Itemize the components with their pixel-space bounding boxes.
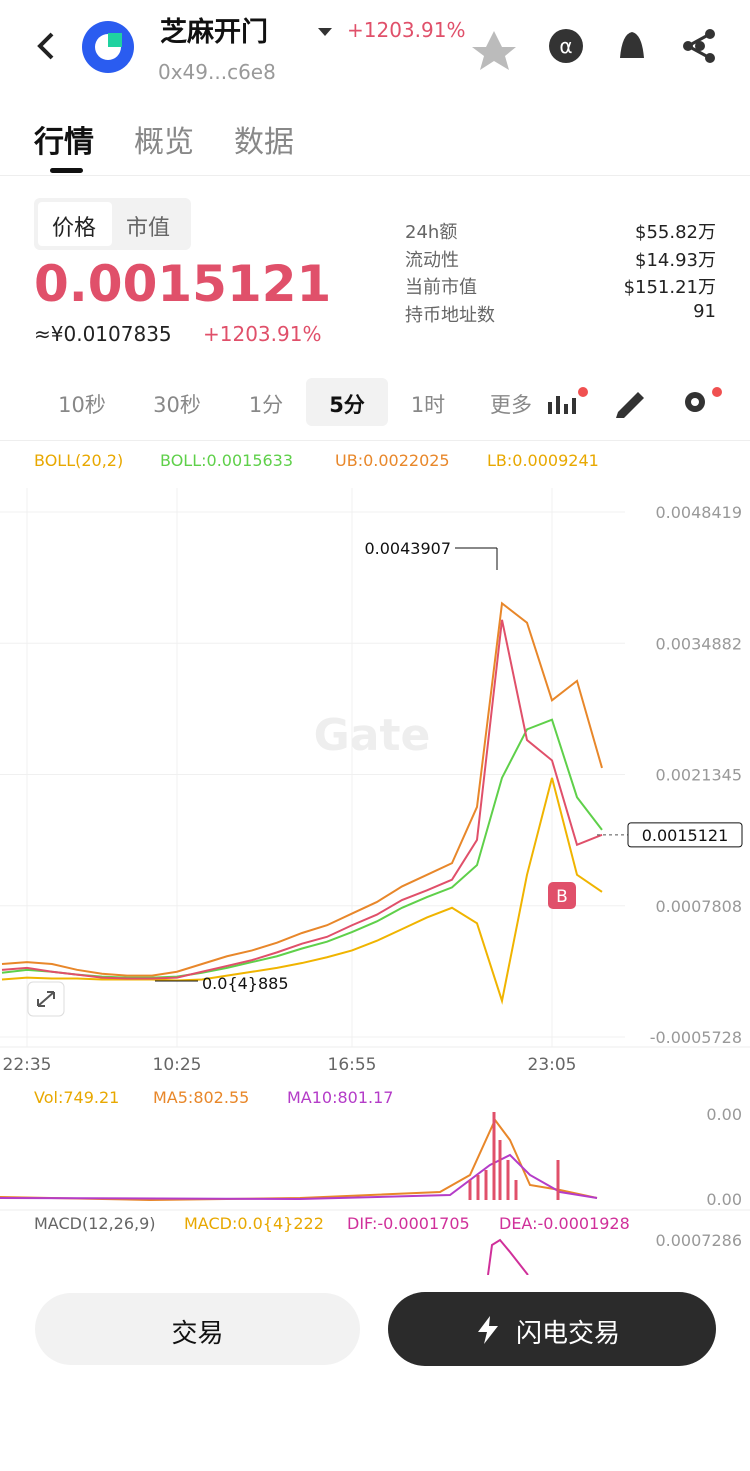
stat-label: 持币地址数 (405, 304, 495, 326)
interval[interactable]: 5分 (329, 393, 365, 417)
toolbar-icons (548, 387, 722, 418)
legend-item: Vol:749.21 (34, 1088, 120, 1107)
x-tick-label: 23:05 (528, 1055, 577, 1075)
interval[interactable]: 更多 (490, 393, 532, 417)
macd-line (487, 1238, 529, 1275)
volume-tick: 0.00 (706, 1105, 742, 1124)
interval-active-bg (306, 378, 388, 426)
header-icons: α (37, 21, 715, 73)
legend-item: MA5:802.55 (153, 1088, 250, 1107)
y-tick-label: 0.0007808 (655, 897, 742, 916)
x-tick-label: 22:35 (3, 1055, 52, 1075)
watermark: Gate (314, 710, 431, 761)
address[interactable]: 0x49...c6e8 (158, 60, 276, 84)
alpha-icon[interactable] (549, 29, 583, 63)
y-tick-label: 0.0021345 (655, 766, 742, 785)
star-icon[interactable] (472, 31, 516, 70)
tab-indicator (50, 168, 83, 173)
stat-value: $14.93万 (635, 249, 716, 271)
legend-item: DIF:-0.0001705 (347, 1214, 470, 1233)
annotation: 0.0015121 (642, 826, 729, 845)
interval[interactable]: 1分 (248, 393, 284, 417)
series-line (1, 601, 603, 977)
divider (0, 175, 750, 176)
tab[interactable]: 概览 (134, 125, 194, 160)
y-tick-label: 0.0034882 (655, 634, 742, 653)
stat-label: 24h额 (405, 222, 458, 243)
price-cny: ≈¥0.0107835 (34, 322, 172, 346)
toggle-option[interactable]: 市值 (126, 216, 171, 241)
x-tick-label: 10:25 (153, 1055, 202, 1075)
legend-item: MACD:0.0{4}222 (184, 1214, 324, 1233)
stat-label: 流动性 (405, 249, 459, 271)
legend-item: MACD(12,26,9) (34, 1214, 156, 1233)
button-label: 交易 (171, 1319, 224, 1349)
draw-icon[interactable] (616, 392, 644, 418)
token-title: 芝麻开门 (160, 17, 268, 48)
stat-value: 91 (693, 300, 716, 322)
trade-button[interactable] (35, 1293, 360, 1365)
flash-trade-button[interactable] (388, 1292, 716, 1366)
annotation: 0.0043907 (364, 539, 451, 558)
interval[interactable]: 10秒 (58, 393, 106, 417)
tab[interactable]: 数据 (234, 125, 294, 160)
series-line (1, 619, 603, 980)
button-label: 闪电交易 (516, 1319, 621, 1349)
stat-label: 当前市值 (405, 277, 477, 298)
stat-value: $55.82万 (635, 222, 716, 243)
annotation: B (556, 887, 568, 907)
legend-item: UB:0.0022025 (335, 451, 450, 470)
stat-value: $151.21万 (623, 277, 716, 298)
price-change: +1203.91% (203, 322, 322, 346)
legend-item: BOLL:0.0015633 (160, 451, 294, 470)
share-icon[interactable] (695, 41, 705, 51)
price: 0.0015121 (34, 255, 332, 313)
bell-icon[interactable] (620, 32, 644, 58)
indicator-icon[interactable] (548, 396, 576, 414)
legend-item: LB:0.0009241 (487, 451, 599, 470)
divider (0, 440, 750, 441)
interval[interactable]: 30秒 (153, 393, 201, 417)
series-line (1, 777, 603, 1005)
tab[interactable]: 行情 (34, 125, 94, 160)
header-change: +1203.91% (347, 18, 466, 42)
flash-icon (478, 1316, 498, 1344)
legend-item: MA10:801.17 (287, 1088, 394, 1107)
y-tick-label: 0.0048419 (655, 503, 742, 522)
chart: Gate 0.0048419 0.0034882 0.0021345 0.000780… (0, 488, 750, 1275)
legend-item: DEA:-0.0001928 (499, 1214, 630, 1233)
interval[interactable]: 1时 (410, 393, 446, 417)
y-tick-label: -0.0005728 (650, 1028, 742, 1047)
toggle-option[interactable]: 价格 (52, 216, 97, 241)
legend-item: BOLL(20,2) (34, 451, 124, 470)
annotation: 0.0{4}885 (202, 974, 289, 993)
macd-tick: 0.0007286 (655, 1231, 742, 1250)
toggle-active (38, 202, 112, 246)
back-icon[interactable] (37, 32, 54, 60)
series-line (1, 718, 603, 979)
x-tick-label: 16:55 (328, 1055, 377, 1075)
volume-tick: 0.00 (706, 1190, 742, 1209)
price-box (627, 822, 743, 848)
volume-bars (468, 1112, 560, 1200)
svg-text:α: α (559, 34, 572, 58)
buy-marker (548, 882, 576, 909)
